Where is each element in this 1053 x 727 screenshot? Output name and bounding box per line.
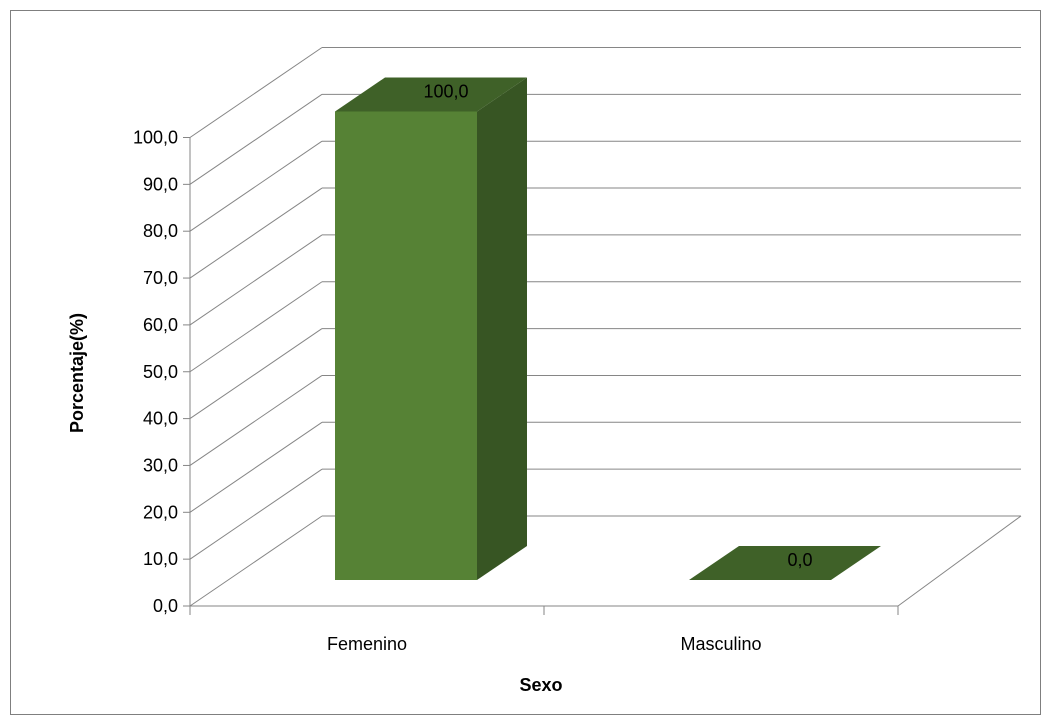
data-label: 100,0 — [423, 82, 468, 102]
gridlines — [189, 47, 1022, 607]
y-tick-label: 60,0 — [143, 315, 178, 335]
gridline-side — [189, 421, 323, 513]
y-tick-label: 50,0 — [143, 362, 178, 382]
bar-femenino — [335, 77, 527, 580]
y-tick-label: 100,0 — [133, 128, 178, 148]
gridline-side — [189, 47, 323, 138]
bar-top — [335, 77, 527, 112]
y-tick-label: 20,0 — [143, 502, 178, 522]
floor-edge-right — [897, 515, 1022, 607]
bar-side — [477, 77, 527, 580]
x-axis-title: Sexo — [519, 675, 562, 695]
gridline-side — [189, 187, 323, 279]
y-tick-label: 30,0 — [143, 455, 178, 475]
gridline-side — [189, 93, 323, 185]
axes — [183, 137, 899, 615]
y-tick-label: 90,0 — [143, 174, 178, 194]
x-tick-label: Femenino — [327, 634, 407, 654]
gridline-side — [189, 328, 323, 420]
data-label: 0,0 — [787, 550, 812, 570]
x-tick-label: Masculino — [680, 634, 761, 654]
gridline-side — [189, 281, 323, 373]
bar-front — [335, 111, 477, 580]
gridline-side — [189, 234, 323, 326]
bars — [335, 77, 881, 580]
y-tick-label: 80,0 — [143, 221, 178, 241]
y-tick-label: 10,0 — [143, 549, 178, 569]
labels: 0,0 10,0 20,0 30,0 40,0 50,0 60,0 70,0 80,0 90,0 1… — [133, 82, 813, 655]
bar-masculino — [689, 546, 881, 580]
gridline-side — [189, 375, 323, 466]
gridline-side — [189, 140, 323, 232]
y-tick-label: 0,0 — [153, 596, 178, 616]
y-axis-title: Porcentaje(%) — [67, 313, 87, 433]
gridline-side — [189, 515, 323, 607]
gridline-side — [189, 468, 323, 560]
y-tick-label: 70,0 — [143, 268, 178, 288]
y-tick-label: 40,0 — [143, 409, 178, 429]
bar-top — [689, 546, 881, 580]
